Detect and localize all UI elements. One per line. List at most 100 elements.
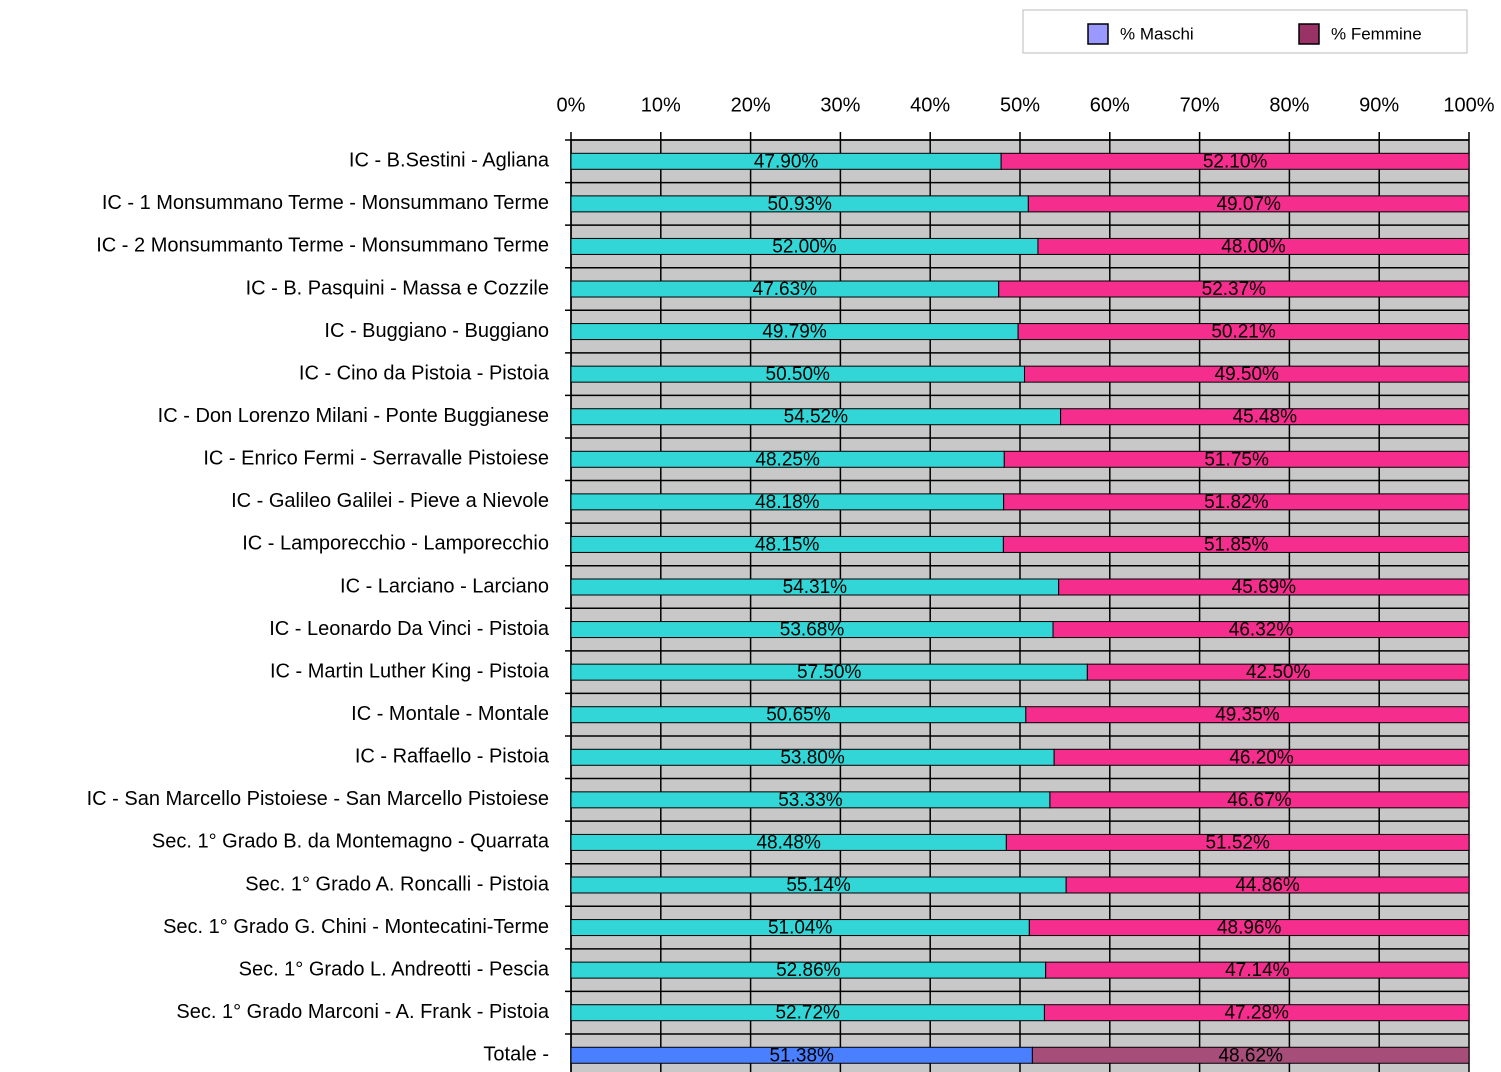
value-label: 49.35% <box>1215 705 1280 726</box>
bar-segment <box>1000 152 1470 170</box>
x-tick-label: 70% <box>1180 94 1220 116</box>
value-label: 51.52% <box>1205 832 1270 853</box>
value-label: 51.82% <box>1204 492 1269 513</box>
value-label: 50.21% <box>1211 322 1276 343</box>
value-label: 54.31% <box>783 577 848 598</box>
x-tick-label: 80% <box>1269 94 1309 116</box>
value-label: 45.48% <box>1233 407 1298 428</box>
value-label: 53.68% <box>780 620 845 641</box>
bar-segment <box>1002 535 1470 553</box>
x-tick-label: 100% <box>1443 94 1494 116</box>
y-tick-label: IC - Raffaello - Pistoia <box>355 746 550 768</box>
y-tick-label: IC - Montale - Montale <box>351 703 549 725</box>
value-label: 51.85% <box>1204 534 1269 555</box>
x-tick-label: 0% <box>557 94 586 116</box>
value-label: 48.25% <box>755 449 820 470</box>
value-label: 51.75% <box>1204 449 1269 470</box>
y-tick-label: Sec. 1° Grado A. Roncalli - Pistoia <box>245 873 550 895</box>
legend-swatch <box>1087 23 1109 45</box>
y-tick-label: IC - San Marcello Pistoiese - San Marcel… <box>87 788 549 810</box>
y-tick-label: IC - Martin Luther King - Pistoia <box>270 660 550 682</box>
bar-segment <box>1043 1004 1470 1022</box>
y-tick-label: IC - Leonardo Da Vinci - Pistoia <box>269 618 550 640</box>
value-label: 57.50% <box>797 662 862 683</box>
y-tick-label: IC - Enrico Fermi - Serravalle Pistoiese <box>203 448 549 470</box>
value-label: 47.14% <box>1225 960 1290 981</box>
y-tick-label: Sec. 1° Grado B. da Montemagno - Quarrat… <box>152 831 550 853</box>
value-label: 55.14% <box>786 875 851 896</box>
value-label: 42.50% <box>1246 662 1311 683</box>
x-tick-label: 90% <box>1359 94 1399 116</box>
bar-segment <box>1052 621 1470 639</box>
y-tick-label: IC - B. Pasquini - Massa e Cozzile <box>246 277 549 299</box>
bar-segment <box>1060 408 1470 426</box>
value-label: 48.00% <box>1221 236 1286 257</box>
value-label: 48.18% <box>755 492 820 513</box>
x-tick-label: 40% <box>910 94 950 116</box>
x-tick-label: 60% <box>1090 94 1130 116</box>
bar-segment <box>1045 961 1470 979</box>
value-label: 51.04% <box>768 918 833 939</box>
value-label: 52.00% <box>772 236 837 257</box>
x-tick-label: 20% <box>731 94 771 116</box>
value-label: 54.52% <box>784 407 849 428</box>
y-tick-label: IC - Cino da Pistoia - Pistoia <box>299 362 550 384</box>
bar-segment <box>1023 365 1470 383</box>
bar-segment <box>1025 706 1470 724</box>
bar-segment <box>1058 578 1470 596</box>
legend-swatch <box>1298 23 1320 45</box>
bar-segment <box>1053 748 1470 766</box>
value-label: 49.50% <box>1215 364 1280 385</box>
x-tick-label: 10% <box>641 94 681 116</box>
bar-segment <box>998 280 1470 298</box>
y-tick-label: IC - Galileo Galilei - Pieve a Nievole <box>231 490 549 512</box>
value-label: 50.65% <box>766 705 831 726</box>
bar-segment <box>1086 663 1470 681</box>
value-label: 53.80% <box>780 747 845 768</box>
value-label: 45.69% <box>1232 577 1297 598</box>
y-tick-label: IC - 1 Monsummano Terme - Monsummano Ter… <box>102 192 549 214</box>
y-tick-label: Totale - <box>483 1044 549 1066</box>
value-label: 46.20% <box>1229 747 1294 768</box>
y-tick-label: IC - 2 Monsummanto Terme - Monsummano Te… <box>96 235 549 257</box>
value-label: 52.72% <box>775 1003 840 1024</box>
value-label: 52.37% <box>1202 279 1267 300</box>
value-label: 47.90% <box>754 151 819 172</box>
bar-segment <box>1031 1046 1470 1064</box>
value-label: 48.48% <box>756 832 821 853</box>
x-tick-label: 50% <box>1000 94 1040 116</box>
bar-segment <box>1005 833 1470 851</box>
y-tick-label: IC - Don Lorenzo Milani - Ponte Buggiane… <box>158 405 549 427</box>
y-tick-label: IC - B.Sestini - Agliana <box>349 150 550 172</box>
bar-segment <box>1028 919 1470 937</box>
bar-segment <box>1027 195 1470 213</box>
x-tick-label: 30% <box>820 94 860 116</box>
value-label: 47.63% <box>753 279 818 300</box>
bar-segment <box>1037 237 1470 255</box>
value-label: 52.10% <box>1203 151 1268 172</box>
value-label: 48.62% <box>1218 1045 1283 1066</box>
value-label: 46.32% <box>1229 620 1294 641</box>
y-tick-label: Sec. 1° Grado G. Chini - Montecatini-Ter… <box>163 916 549 938</box>
value-label: 44.86% <box>1235 875 1300 896</box>
bar-segment <box>1003 493 1470 511</box>
y-tick-label: Sec. 1° Grado L. Andreotti - Pescia <box>239 958 550 980</box>
value-label: 50.93% <box>767 194 832 215</box>
value-label: 53.33% <box>778 790 843 811</box>
value-label: 49.79% <box>762 322 827 343</box>
bar-segment <box>1003 450 1470 468</box>
value-label: 51.38% <box>769 1045 834 1066</box>
legend-label: % Femmine <box>1331 24 1422 43</box>
y-tick-label: IC - Buggiano - Buggiano <box>324 320 549 342</box>
y-tick-label: IC - Lamporecchio - Lamporecchio <box>242 533 549 555</box>
bar-segment <box>1049 791 1470 809</box>
value-label: 48.15% <box>755 534 820 555</box>
value-label: 47.28% <box>1224 1003 1289 1024</box>
bar-segment <box>1017 323 1470 341</box>
value-label: 50.50% <box>766 364 831 385</box>
value-label: 46.67% <box>1227 790 1292 811</box>
legend-label: % Maschi <box>1120 24 1194 43</box>
y-tick-label: IC - Larciano - Larciano <box>340 575 549 597</box>
y-tick-label: Sec. 1° Grado Marconi - A. Frank - Pisto… <box>176 1001 549 1023</box>
